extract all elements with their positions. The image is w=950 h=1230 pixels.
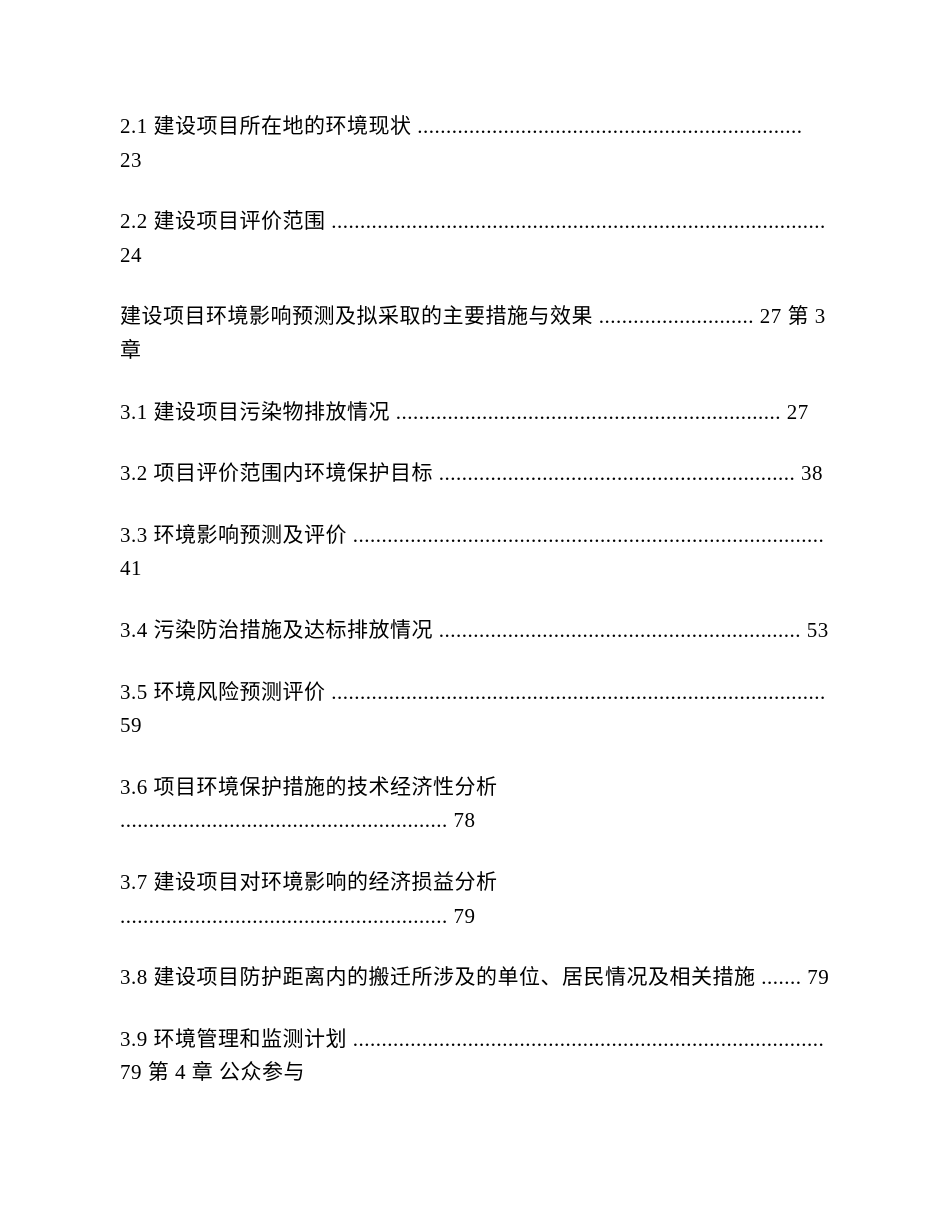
toc-section: 3.2 xyxy=(120,461,154,485)
toc-title: 建设项目所在地的环境现状 xyxy=(154,114,418,138)
toc-leader: ........................................… xyxy=(331,209,826,233)
toc-leader: ........................................… xyxy=(439,461,801,485)
toc-page: 79 xyxy=(120,1060,148,1084)
toc-entry: 2.1 建设项目所在地的环境现状 .......................… xyxy=(120,110,830,177)
toc-page: 23 xyxy=(120,148,142,172)
toc-section: 3.3 xyxy=(120,523,154,547)
toc-page: 24 xyxy=(120,243,142,267)
toc-title: 建设项目评价范围 xyxy=(154,209,332,233)
toc-leader: ........................................… xyxy=(396,400,787,424)
toc-title: 环境管理和监测计划 xyxy=(154,1027,353,1051)
toc-entry: 3.4 污染防治措施及达标排放情况 ......................… xyxy=(120,614,830,648)
toc-section: 3.8 xyxy=(120,965,154,989)
toc-leader: ........................................… xyxy=(353,1027,825,1051)
toc-title: 环境风险预测评价 xyxy=(154,680,332,704)
toc-entry: 3.9 环境管理和监测计划 ..........................… xyxy=(120,1023,830,1090)
toc-title: 污染防治措施及达标排放情况 xyxy=(154,618,439,642)
toc-title: 建设项目环境影响预测及拟采取的主要措施与效果 xyxy=(120,304,599,328)
toc-entry: 3.7 建设项目对环境影响的经济损益分析 ...................… xyxy=(120,866,830,933)
toc-title: 建设项目污染物排放情况 xyxy=(154,400,396,424)
toc-container: 2.1 建设项目所在地的环境现状 .......................… xyxy=(120,110,830,1090)
toc-leader: ........................................… xyxy=(120,904,454,928)
toc-suffix: 第 4 章 公众参与 xyxy=(148,1060,305,1084)
toc-page: 41 xyxy=(120,556,142,580)
toc-section: 3.9 xyxy=(120,1027,154,1051)
toc-entry: 3.5 环境风险预测评价 ...........................… xyxy=(120,676,830,743)
toc-title: 项目环境保护措施的技术经济性分析 xyxy=(154,775,498,799)
toc-page: 79 xyxy=(454,904,476,928)
toc-page: 53 xyxy=(807,618,829,642)
toc-leader: ........................................… xyxy=(417,114,802,138)
toc-section: 3.5 xyxy=(120,680,154,704)
toc-page: 38 xyxy=(801,461,823,485)
toc-leader: ........................................… xyxy=(120,808,454,832)
toc-entry: 2.2 建设项目评价范围 ...........................… xyxy=(120,205,830,272)
toc-section: 3.4 xyxy=(120,618,154,642)
toc-page: 27 xyxy=(760,304,788,328)
toc-title: 建设项目防护距离内的搬迁所涉及的单位、居民情况及相关措施 xyxy=(154,965,762,989)
toc-section: 2.1 xyxy=(120,114,154,138)
toc-leader: ........................... xyxy=(599,304,760,328)
toc-section: 3.6 xyxy=(120,775,154,799)
toc-leader: ....... xyxy=(761,965,807,989)
toc-page: 59 xyxy=(120,713,142,737)
toc-page: 79 xyxy=(807,965,829,989)
toc-section: 3.1 xyxy=(120,400,154,424)
toc-title: 环境影响预测及评价 xyxy=(154,523,353,547)
toc-entry: 3.8 建设项目防护距离内的搬迁所涉及的单位、居民情况及相关措施 .......… xyxy=(120,961,830,995)
toc-title: 建设项目对环境影响的经济损益分析 xyxy=(154,870,498,894)
toc-leader: ........................................… xyxy=(439,618,807,642)
toc-leader: ........................................… xyxy=(331,680,826,704)
toc-section: 2.2 xyxy=(120,209,154,233)
toc-entry: 3.3 环境影响预测及评价 ..........................… xyxy=(120,519,830,586)
toc-page: 27 xyxy=(787,400,809,424)
toc-entry: 3.6 项目环境保护措施的技术经济性分析 ...................… xyxy=(120,771,830,838)
toc-entry: 3.1 建设项目污染物排放情况 ........................… xyxy=(120,396,830,430)
toc-entry: 建设项目环境影响预测及拟采取的主要措施与效果 .................… xyxy=(120,300,830,367)
toc-leader: ........................................… xyxy=(353,523,825,547)
toc-page: 78 xyxy=(454,808,476,832)
toc-title: 项目评价范围内环境保护目标 xyxy=(154,461,439,485)
toc-entry: 3.2 项目评价范围内环境保护目标 ......................… xyxy=(120,457,830,491)
toc-section: 3.7 xyxy=(120,870,154,894)
